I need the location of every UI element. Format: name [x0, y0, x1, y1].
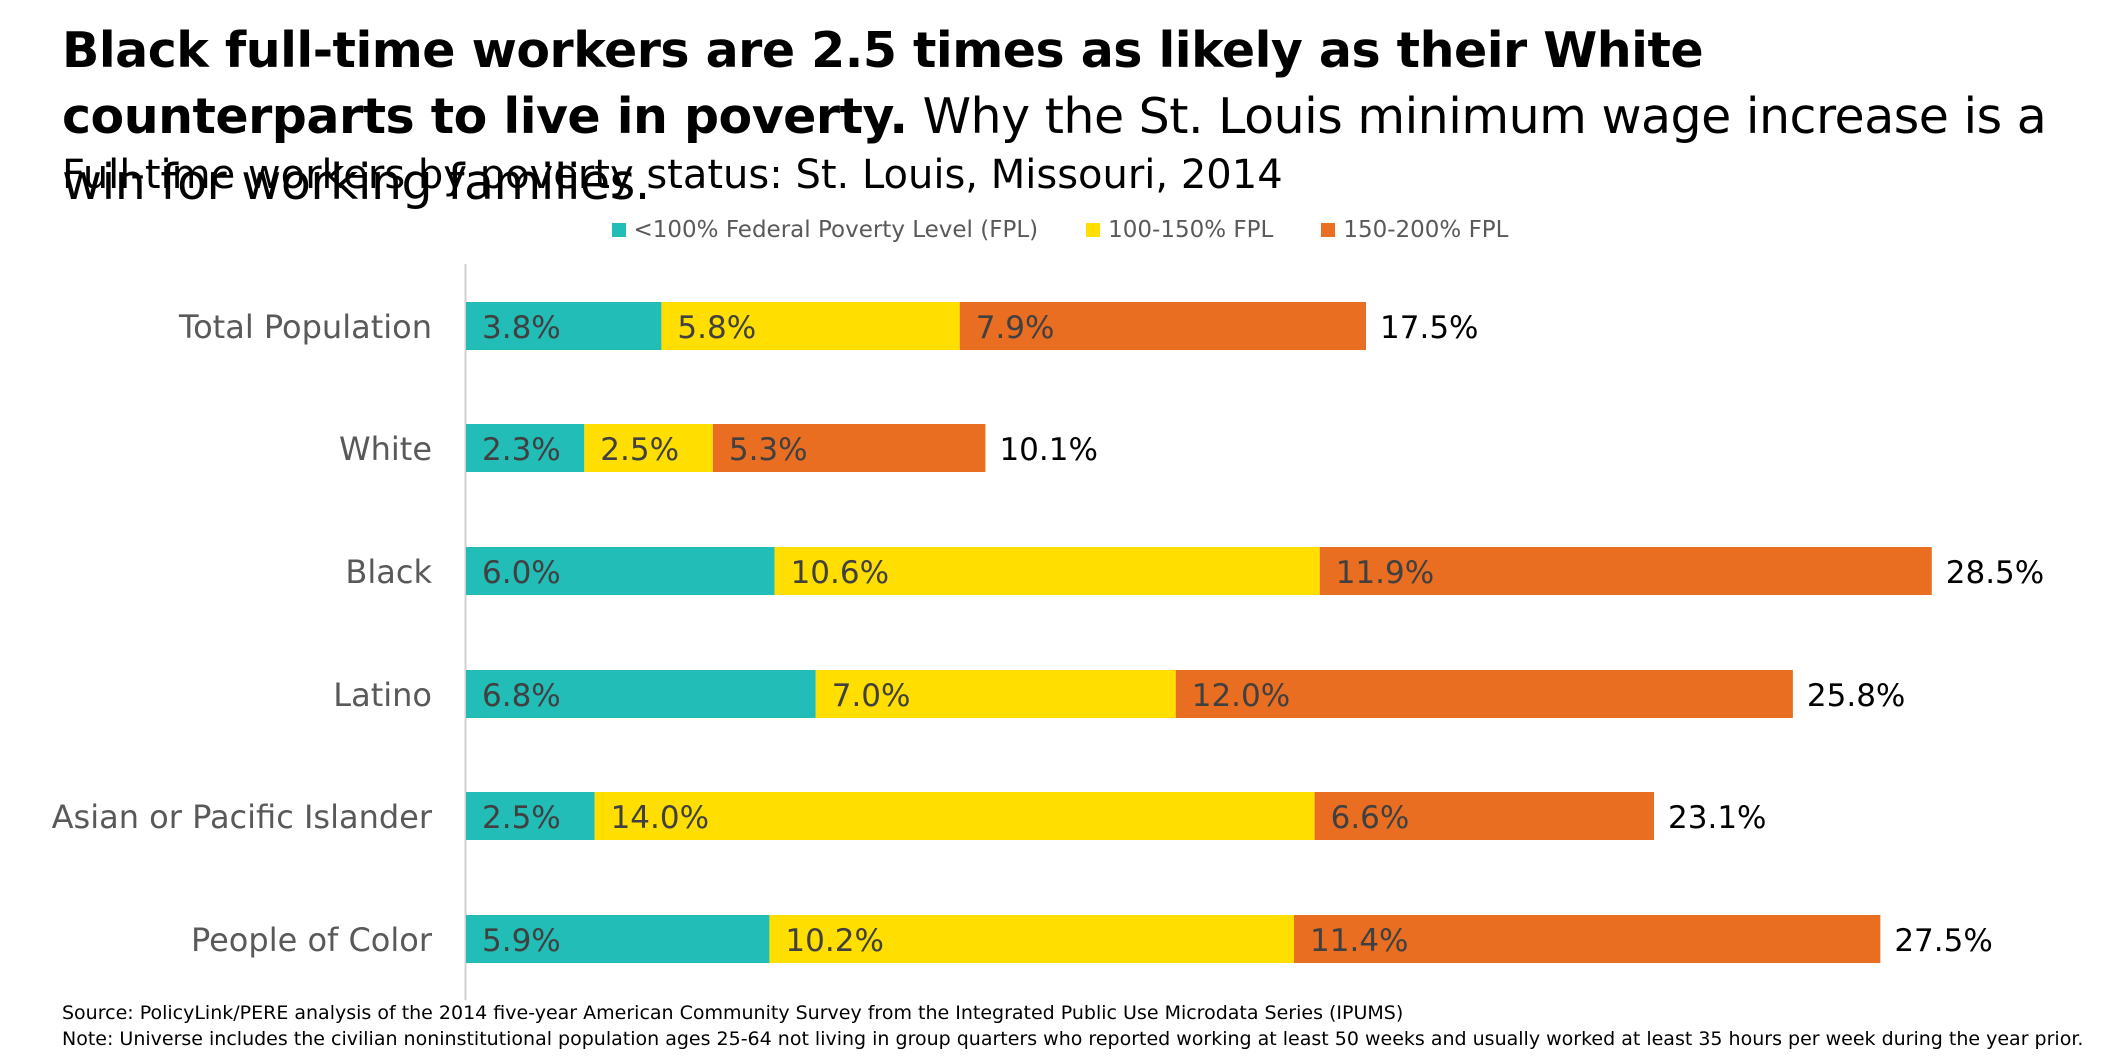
- bar-segment-3: [1175, 670, 1793, 718]
- bar-segment-2: [661, 302, 960, 350]
- bar-segment-label: 5.8%: [677, 310, 756, 346]
- chart-subtitle: Full-time workers by poverty status: St.…: [62, 152, 1283, 198]
- bar-total-label: 23.1%: [1668, 800, 1766, 836]
- source-note: Source: PolicyLink/PERE analysis of the …: [62, 1002, 1404, 1024]
- bar-segment-3: [1319, 547, 1932, 595]
- legend-item-3: 150-200% FPL: [1321, 217, 1509, 243]
- bar-segment-label: 6.6%: [1331, 800, 1410, 836]
- bar-segment-1: [466, 424, 585, 472]
- legend-swatch: [1086, 223, 1101, 237]
- bar-segment-label: 2.5%: [600, 432, 679, 468]
- chart-title: Black full-time workers are 2.5 times as…: [62, 18, 2062, 216]
- legend-swatch: [611, 223, 626, 237]
- bar-total-label: 17.5%: [1380, 310, 1478, 346]
- bar-total-label: 27.5%: [1894, 923, 1992, 959]
- bar-segment-1: [466, 670, 816, 718]
- bar-segment-2: [815, 670, 1176, 718]
- legend-swatch: [1321, 223, 1336, 237]
- chart-title-bold: Black full-time workers are 2.5 times as…: [62, 22, 1704, 145]
- bar-segment-label: 2.5%: [482, 800, 561, 836]
- category-label: Latino: [333, 676, 432, 714]
- legend-label: <100% Federal Poverty Level (FPL): [633, 217, 1039, 243]
- category-label: Black: [345, 553, 432, 591]
- bar-segment-label: 12.0%: [1192, 678, 1290, 714]
- category-label: White: [339, 430, 432, 468]
- bar-segment-label: 5.9%: [482, 923, 561, 959]
- bar-segment-2: [584, 424, 713, 472]
- bar-segment-label: 7.0%: [832, 678, 911, 714]
- category-label: Asian or Pacific Islander: [52, 798, 433, 836]
- category-label: Total Population: [178, 308, 432, 346]
- bar-segment-label: 14.0%: [611, 800, 709, 836]
- bar-chart: Total Population 3.8% 5.8% 7.9% 17.5% White 2.…: [52, 264, 2044, 1000]
- bar-segment-label: 11.9%: [1336, 555, 1434, 591]
- bar-segment-label: 5.3%: [729, 432, 808, 468]
- bar-segment-3: [959, 302, 1367, 350]
- bar-segment-label: 2.3%: [482, 432, 561, 468]
- bar-segment-label: 10.6%: [791, 555, 889, 591]
- bar-segment-label: 7.9%: [976, 310, 1055, 346]
- legend-label: 150-200% FPL: [1343, 217, 1509, 243]
- legend-item-2: 100-150% FPL: [1086, 217, 1273, 243]
- bar-segment-label: 6.8%: [482, 678, 561, 714]
- bar-segment-1: [466, 547, 775, 595]
- bar-segment-1: [466, 792, 595, 840]
- bar-segment-1: [466, 302, 662, 350]
- universe-note: Note: Universe includes the civilian non…: [62, 1028, 2084, 1050]
- category-label: People of Color: [191, 921, 433, 959]
- legend-label: 100-150% FPL: [1108, 217, 1274, 243]
- bar-total-label: 25.8%: [1807, 678, 1905, 714]
- bar-segment-2: [769, 915, 1295, 963]
- chart-title-regular: Why the St. Louis minimum wage increase …: [62, 88, 2047, 211]
- bar-segment-2: [594, 792, 1315, 840]
- bar-segment-3: [1314, 792, 1655, 840]
- bar-segment-label: 11.4%: [1310, 923, 1408, 959]
- legend: <100% Federal Poverty Level (FPL) 100-150…: [0, 214, 2112, 246]
- bar-segment-label: 10.2%: [785, 923, 883, 959]
- bar-segment-label: 3.8%: [482, 310, 561, 346]
- bar-segment-1: [466, 915, 770, 963]
- bar-segment-2: [774, 547, 1320, 595]
- bar-segment-label: 6.0%: [482, 555, 561, 591]
- bar-segment-3: [1294, 915, 1881, 963]
- bar-total-label: 28.5%: [1946, 555, 2044, 591]
- legend-item-1: <100% Federal Poverty Level (FPL): [611, 217, 1039, 243]
- bar-segment-3: [712, 424, 986, 472]
- bar-total-label: 10.1%: [999, 432, 1097, 468]
